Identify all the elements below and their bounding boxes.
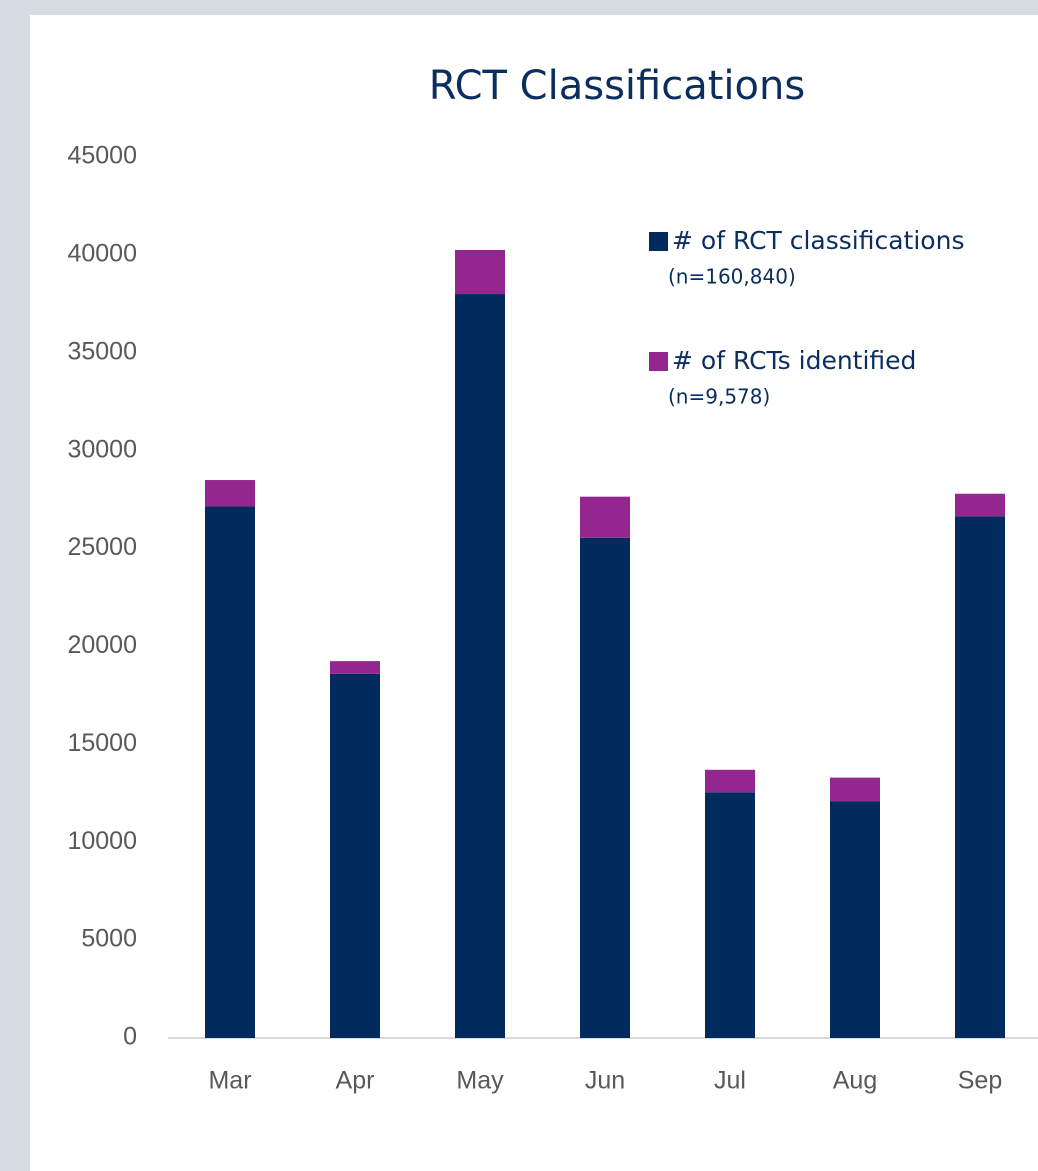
x-tick-label: Jun [585, 1067, 625, 1095]
legend-swatch [649, 352, 668, 371]
bar-segment [330, 661, 380, 674]
bar-segment [580, 537, 630, 1038]
legend-swatch [649, 232, 668, 251]
x-tick-label: Apr [336, 1067, 375, 1095]
bar-segment [955, 493, 1005, 517]
bar-segment [830, 801, 880, 1038]
bar-segment [830, 777, 880, 802]
x-tick-label: Sep [958, 1067, 1002, 1095]
chart-title: RCT Classifications [429, 63, 805, 109]
bar-segment [955, 516, 1005, 1038]
y-tick-label: 45000 [67, 142, 137, 170]
y-tick-label: 40000 [67, 239, 137, 267]
bar-segment [455, 294, 505, 1038]
bar-segment [580, 496, 630, 538]
y-tick-label: 20000 [67, 631, 137, 659]
panel [30, 15, 1038, 1171]
y-tick-label: 35000 [67, 337, 137, 365]
y-tick-label: 0 [123, 1023, 137, 1051]
bar-segment [205, 480, 255, 507]
y-tick-label: 15000 [67, 729, 137, 757]
legend-label: # of RCT classifications [672, 226, 964, 255]
bar-segment [705, 792, 755, 1038]
y-tick-label: 10000 [67, 827, 137, 855]
x-tick-label: May [456, 1067, 504, 1095]
legend-note: (n=160,840) [668, 265, 796, 289]
bar-segment [455, 249, 505, 295]
y-tick-label: 30000 [67, 435, 137, 463]
bar-segment [330, 673, 380, 1038]
x-tick-label: Aug [833, 1067, 877, 1095]
x-tick-label: Jul [714, 1067, 746, 1095]
legend-note: (n=9,578) [668, 385, 770, 409]
bar-segment [705, 769, 755, 793]
y-tick-label: 5000 [81, 925, 137, 953]
legend-label: # of RCTs identified [672, 346, 916, 375]
bar-segment [205, 506, 255, 1038]
x-tick-label: Mar [208, 1067, 251, 1095]
y-tick-label: 25000 [67, 533, 137, 561]
